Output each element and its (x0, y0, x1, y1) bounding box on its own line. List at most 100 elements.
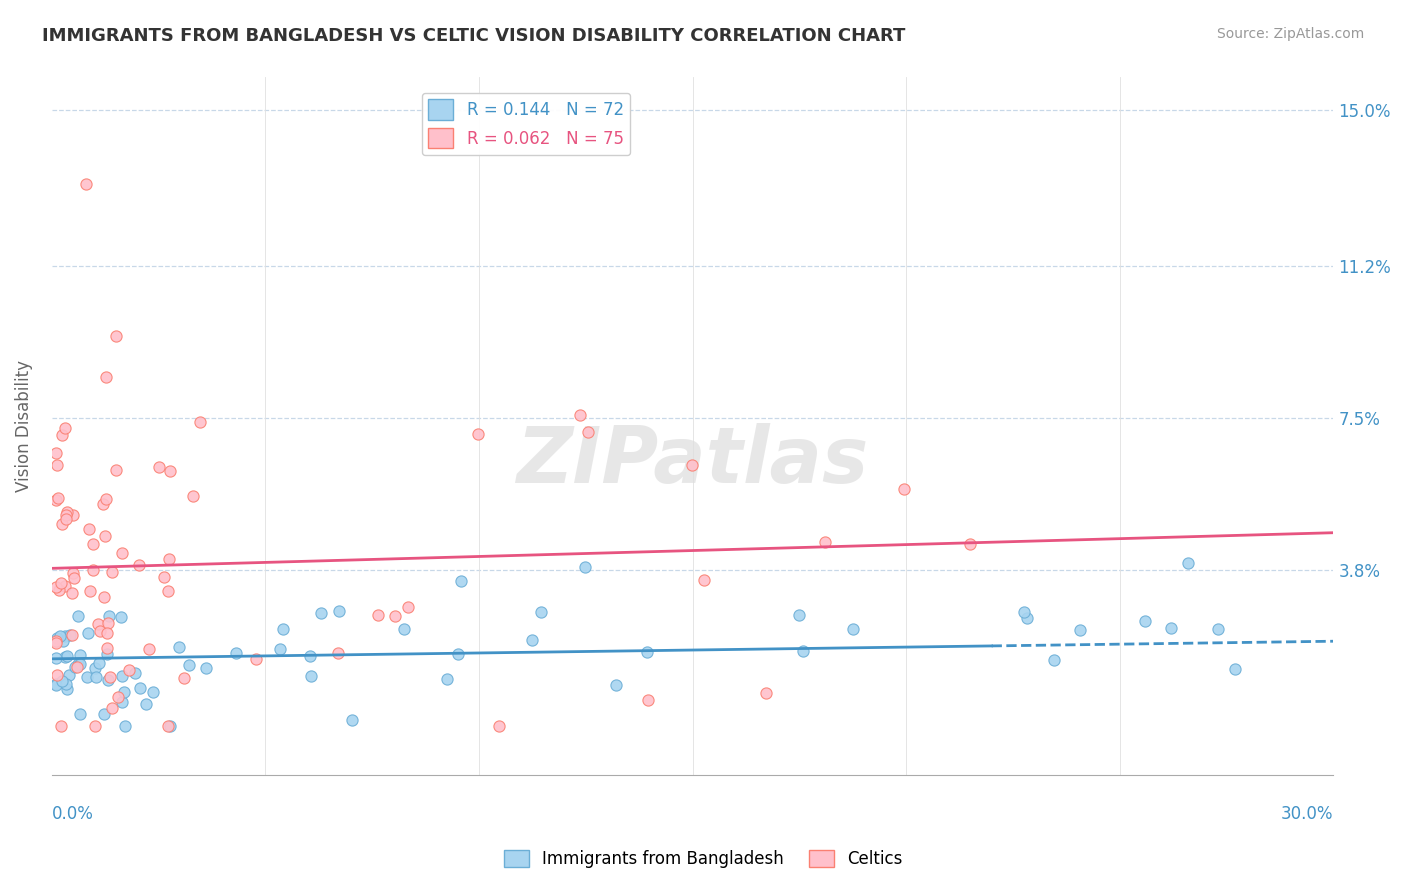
Celtics (111, 546, 134, 560)
Immigrants from Bangladesh (298, 649, 321, 664)
Celtics (157, 583, 180, 598)
Immigrants from Bangladesh (225, 646, 247, 660)
Text: IMMIGRANTS FROM BANGLADESH VS CELTIC VISION DISABILITY CORRELATION CHART: IMMIGRANTS FROM BANGLADESH VS CELTIC VIS… (42, 27, 905, 45)
Immigrants from Bangladesh (112, 685, 135, 699)
Celtics (89, 624, 111, 638)
Immigrants from Bangladesh (53, 629, 76, 643)
Celtics (82, 537, 104, 551)
Celtics (637, 693, 659, 707)
Celtics (45, 492, 67, 507)
Celtics (148, 460, 170, 475)
Celtics (118, 663, 141, 677)
Immigrants from Bangladesh (1177, 556, 1199, 570)
Immigrants from Bangladesh (342, 713, 364, 727)
Immigrants from Bangladesh (436, 673, 458, 687)
Celtics (104, 329, 127, 343)
Legend: R = 0.144   N = 72, R = 0.062   N = 75: R = 0.144 N = 72, R = 0.062 N = 75 (422, 93, 630, 155)
Immigrants from Bangladesh (299, 668, 322, 682)
Immigrants from Bangladesh (530, 605, 553, 619)
Immigrants from Bangladesh (45, 634, 67, 648)
Celtics (467, 427, 489, 442)
Celtics (75, 177, 97, 191)
Celtics (693, 574, 716, 588)
Immigrants from Bangladesh (269, 641, 291, 656)
Immigrants from Bangladesh (45, 631, 67, 645)
Immigrants from Bangladesh (56, 681, 79, 696)
Immigrants from Bangladesh (55, 677, 77, 691)
Celtics (82, 563, 104, 577)
Celtics (681, 458, 703, 472)
Immigrants from Bangladesh (76, 670, 98, 684)
Celtics (755, 686, 778, 700)
Legend: Immigrants from Bangladesh, Celtics: Immigrants from Bangladesh, Celtics (496, 843, 910, 875)
Celtics (328, 647, 350, 661)
Immigrants from Bangladesh (1012, 605, 1035, 619)
Celtics (384, 609, 406, 624)
Celtics (396, 600, 419, 615)
Celtics (53, 420, 76, 434)
Celtics (86, 617, 108, 632)
Immigrants from Bangladesh (53, 649, 76, 664)
Immigrants from Bangladesh (129, 681, 152, 695)
Celtics (488, 719, 510, 733)
Celtics (83, 719, 105, 733)
Immigrants from Bangladesh (574, 560, 596, 574)
Immigrants from Bangladesh (56, 648, 79, 663)
Celtics (94, 370, 117, 384)
Immigrants from Bangladesh (63, 660, 86, 674)
Celtics (94, 529, 117, 543)
Celtics (45, 446, 67, 460)
Celtics (367, 608, 389, 623)
Celtics (959, 537, 981, 551)
Celtics (77, 523, 100, 537)
Immigrants from Bangladesh (392, 622, 415, 636)
Celtics (55, 508, 77, 523)
Celtics (49, 575, 72, 590)
Text: ZIPatlas: ZIPatlas (516, 423, 869, 499)
Celtics (101, 565, 124, 579)
Celtics (46, 491, 69, 505)
Immigrants from Bangladesh (636, 645, 658, 659)
Celtics (62, 571, 84, 585)
Celtics (188, 415, 211, 429)
Celtics (62, 566, 84, 580)
Celtics (98, 670, 121, 684)
Text: Source: ZipAtlas.com: Source: ZipAtlas.com (1216, 27, 1364, 41)
Immigrants from Bangladesh (328, 604, 350, 618)
Celtics (60, 628, 83, 642)
Immigrants from Bangladesh (179, 658, 201, 673)
Celtics (55, 512, 77, 526)
Immigrants from Bangladesh (69, 657, 91, 671)
Immigrants from Bangladesh (110, 610, 132, 624)
Immigrants from Bangladesh (114, 719, 136, 733)
Immigrants from Bangladesh (787, 607, 810, 622)
Immigrants from Bangladesh (86, 670, 108, 684)
Celtics (79, 584, 101, 599)
Immigrants from Bangladesh (450, 574, 472, 588)
Text: 30.0%: 30.0% (1281, 805, 1333, 823)
Immigrants from Bangladesh (1223, 662, 1246, 676)
Celtics (51, 516, 73, 531)
Immigrants from Bangladesh (309, 607, 332, 621)
Celtics (568, 409, 591, 423)
Celtics (94, 491, 117, 506)
Immigrants from Bangladesh (45, 677, 67, 691)
Immigrants from Bangladesh (67, 657, 90, 672)
Celtics (66, 660, 89, 674)
Immigrants from Bangladesh (97, 673, 120, 687)
Celtics (181, 489, 204, 503)
Immigrants from Bangladesh (1206, 622, 1229, 636)
Immigrants from Bangladesh (45, 651, 67, 665)
Immigrants from Bangladesh (167, 640, 190, 654)
Immigrants from Bangladesh (195, 661, 218, 675)
Immigrants from Bangladesh (84, 661, 107, 675)
Immigrants from Bangladesh (96, 648, 118, 662)
Celtics (159, 465, 181, 479)
Celtics (93, 590, 115, 604)
Celtics (45, 458, 67, 472)
Immigrants from Bangladesh (59, 627, 82, 641)
Immigrants from Bangladesh (51, 673, 73, 688)
Text: 0.0%: 0.0% (52, 805, 94, 823)
Immigrants from Bangladesh (76, 626, 98, 640)
Immigrants from Bangladesh (48, 629, 70, 643)
